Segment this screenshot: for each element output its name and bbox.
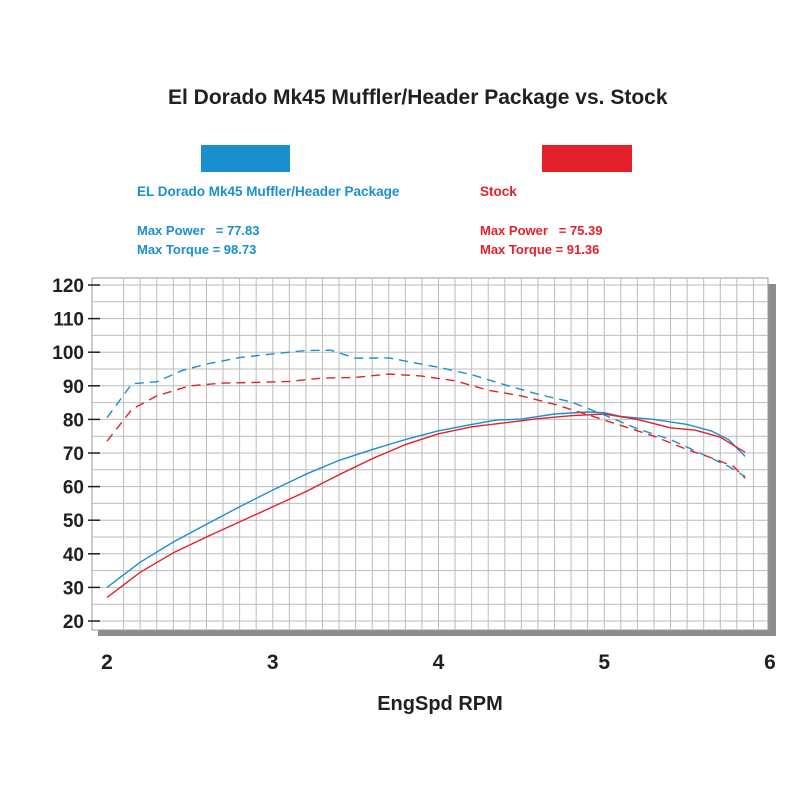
y-tick-label: 110 (53, 310, 84, 331)
y-tick-label: 20 (63, 612, 84, 633)
stock-power-line (106, 413, 746, 599)
y-tick-label: 100 (52, 343, 84, 364)
x-tick-label: 6 (764, 651, 776, 674)
legend-stock-max-torque: Max Torque = 91.36 (480, 242, 600, 257)
y-tick-label: 80 (63, 410, 84, 431)
y-tick-label: 70 (63, 444, 84, 465)
legend-stock-max-power: Max Power = 75.39 (480, 223, 603, 238)
x-tick-label: 4 (433, 651, 445, 674)
legend-swatch-package (201, 145, 290, 172)
package-power-line (106, 411, 746, 588)
plot-shadow-bottom (98, 630, 776, 636)
y-tick-label: 30 (63, 578, 84, 599)
legend-label-stock: Stock (480, 184, 517, 199)
legend-package-max-torque: Max Torque = 98.73 (137, 242, 257, 257)
y-tick-label: 40 (63, 545, 84, 566)
legend-label-package: EL Dorado Mk45 Muffler/Header Package (137, 184, 400, 199)
y-tick-label: 90 (63, 377, 84, 398)
chart-title: El Dorado Mk45 Muffler/Header Package vs… (168, 86, 668, 109)
plot-frame (91, 277, 769, 631)
x-tick-label: 2 (101, 651, 113, 674)
y-tick-label: 60 (63, 478, 84, 499)
plot-shadow-right (768, 284, 776, 636)
x-axis-label: EngSpd RPM (377, 693, 503, 715)
legend-package-max-power: Max Power = 77.83 (137, 223, 260, 238)
y-tick-label: 120 (52, 276, 84, 297)
x-tick-label: 3 (267, 651, 279, 674)
x-tick-label: 5 (598, 651, 610, 674)
stock-torque-line (106, 373, 746, 479)
legend-swatch-stock (542, 145, 632, 172)
y-tick-label: 50 (63, 511, 84, 532)
package-torque-line (106, 349, 746, 478)
